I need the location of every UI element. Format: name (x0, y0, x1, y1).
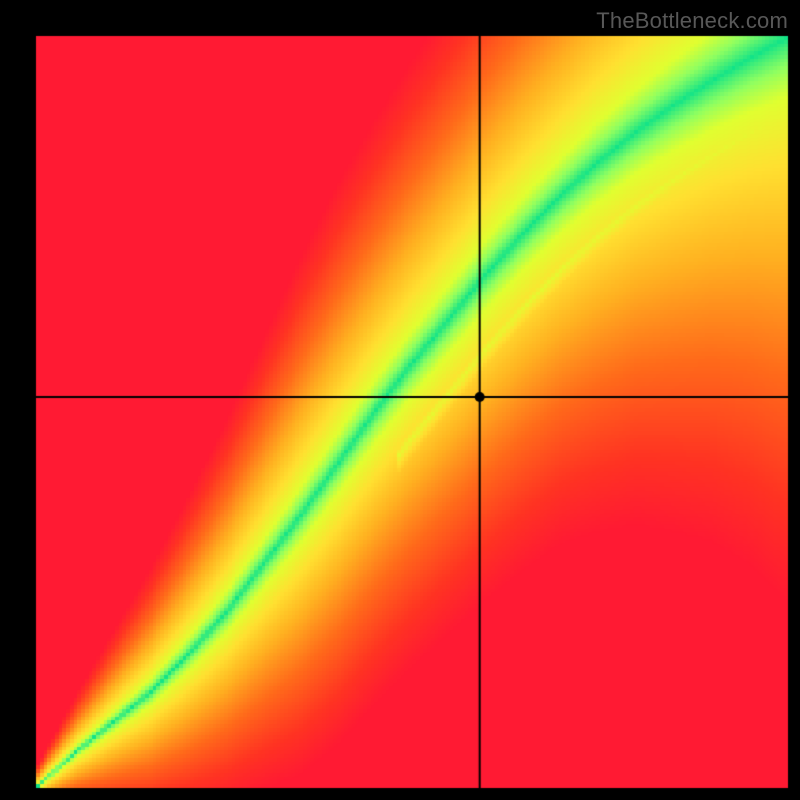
bottleneck-heatmap-chart: TheBottleneck.com (0, 0, 800, 800)
watermark-text: TheBottleneck.com (596, 8, 788, 34)
heatmap-canvas (0, 0, 800, 800)
